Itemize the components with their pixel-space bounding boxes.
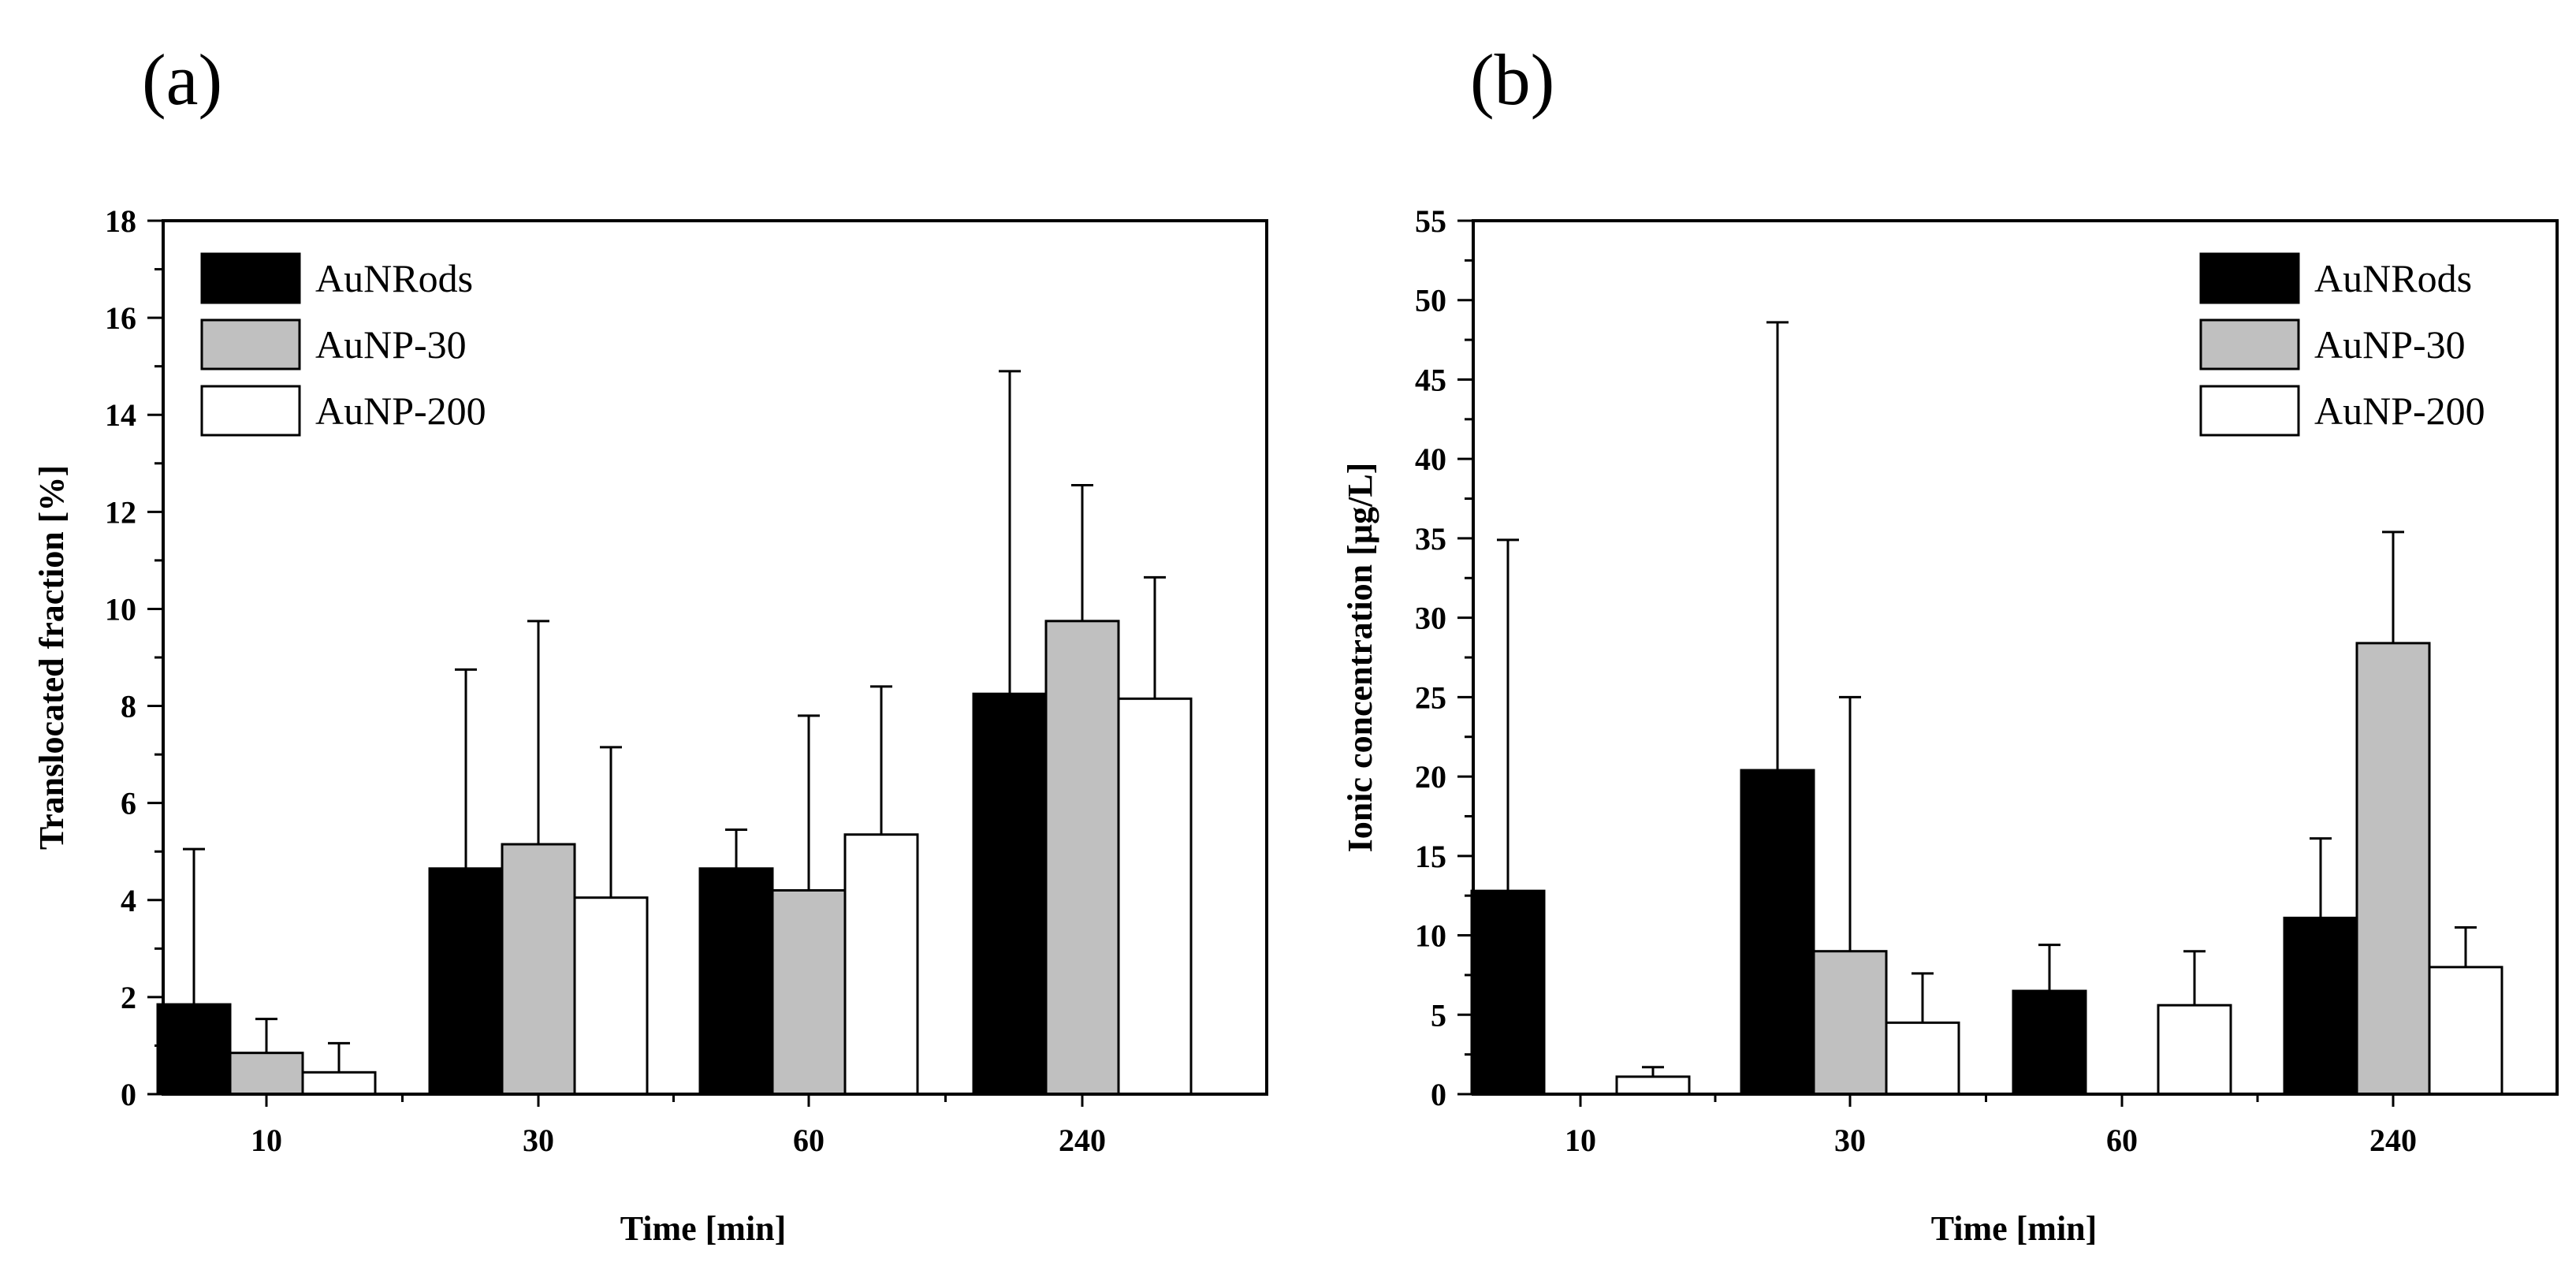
xtick-label-30-b: 30 [1834, 1123, 1866, 1158]
bar-aunrods-240-b [2283, 916, 2358, 1096]
bar-aunp30-60-a [771, 888, 847, 1096]
ytick-label-5-b: 5 [1431, 997, 1446, 1033]
chart-a: (a) 10 30 60 240 0 2 4 6 8 10 12 14 16 18 Translocate… [32, 39, 1268, 1248]
ytick-label-50-b: 50 [1415, 283, 1446, 318]
legend-swatch-aunp200-a [200, 385, 301, 437]
ytick-label-55-b: 55 [1415, 203, 1446, 239]
ylabel-a: Translocated fraction [%] [32, 465, 71, 850]
bar-aunrods-30-b [1740, 769, 1815, 1096]
bar-aunrods-30-a [428, 867, 504, 1096]
legend-swatch-aunp200-b [2199, 385, 2300, 437]
legend-label-aunrods-b: AuNRods [2314, 256, 2472, 300]
ticks-a: 10 30 60 240 0 2 4 6 8 10 12 14 16 18 [105, 203, 1106, 1158]
ytick-label-16-a: 16 [105, 300, 136, 336]
xtick-label-240-a: 240 [1059, 1123, 1106, 1158]
bar-aunp30-240-a [1044, 620, 1120, 1096]
ytick-label-35-b: 35 [1415, 521, 1446, 557]
bars-b [1470, 321, 2503, 1096]
bar-aunp200-60-b [2157, 1003, 2232, 1096]
ytick-label-0-a: 0 [121, 1077, 136, 1112]
legend-label-aunp200-b: AuNP-200 [2314, 389, 2485, 433]
ytick-label-14-a: 14 [105, 397, 136, 433]
xtick-label-60-a: 60 [793, 1123, 825, 1158]
xtick-label-10-b: 10 [1565, 1123, 1596, 1158]
xtick-label-10-a: 10 [251, 1123, 282, 1158]
bar-aunrods-60-b [2012, 989, 2087, 1096]
bar-aunp30-240-b [2355, 642, 2431, 1096]
ytick-label-6-a: 6 [121, 786, 136, 821]
xlabel-a: Time [min] [620, 1209, 787, 1248]
bar-aunp200-10-a [301, 1071, 377, 1096]
bar-aunp30-10-a [229, 1052, 304, 1096]
bar-aunrods-60-a [698, 867, 774, 1096]
bar-aunp200-30-a [573, 896, 649, 1096]
legend-label-aunp200-a: AuNP-200 [315, 389, 486, 433]
bars-a [156, 370, 1193, 1096]
ytick-label-2-a: 2 [121, 980, 136, 1015]
legend-a: AuNRods AuNP-30 AuNP-200 [200, 252, 486, 437]
legend-swatch-aunp30-b [2199, 318, 2300, 370]
bar-aunp200-240-a [1117, 697, 1193, 1096]
bar-aunp200-240-b [2428, 966, 2503, 1096]
ticks-b: 10 30 60 240 0 5 10 15 20 25 30 35 40 45 50 55 [1415, 203, 2417, 1158]
xtick-label-60-b: 60 [2106, 1123, 2138, 1158]
legend-b: AuNRods AuNP-30 AuNP-200 [2199, 252, 2485, 437]
bar-aunrods-10-a [156, 1003, 232, 1096]
ytick-label-15-b: 15 [1415, 839, 1446, 874]
ytick-label-18-a: 18 [105, 203, 136, 239]
panel-label-b: (b) [1470, 39, 1554, 120]
ytick-label-10-a: 10 [105, 591, 136, 627]
panel-label-a: (a) [142, 39, 222, 120]
legend-label-aunp30-a: AuNP-30 [315, 322, 467, 367]
xtick-label-30-a: 30 [523, 1123, 554, 1158]
ytick-label-30-b: 30 [1415, 601, 1446, 636]
bar-aunp200-30-b [1885, 1021, 1960, 1096]
bar-aunp200-10-b [1615, 1075, 1691, 1096]
bar-aunrods-240-a [972, 692, 1048, 1096]
legend-swatch-aunrods-a [200, 252, 301, 304]
ylabel-b: Ionic concentration [µg/L] [1341, 463, 1379, 853]
legend-swatch-aunp30-a [200, 318, 301, 370]
legend-label-aunrods-a: AuNRods [315, 256, 473, 300]
legend-label-aunp30-b: AuNP-30 [2314, 322, 2466, 367]
ytick-label-4-a: 4 [121, 883, 136, 918]
bar-aunp30-30-b [1812, 950, 1888, 1096]
xtick-label-240-b: 240 [2369, 1123, 2417, 1158]
bar-aunp30-30-a [501, 843, 576, 1096]
ytick-label-40-b: 40 [1415, 441, 1446, 477]
chart-b: (b) 10 30 60 240 0 5 10 15 20 25 30 35 40 45 50 55 Ioni… [1341, 39, 2559, 1248]
ytick-label-0-b: 0 [1431, 1077, 1446, 1112]
ytick-label-25-b: 25 [1415, 680, 1446, 715]
xlabel-b: Time [min] [1931, 1209, 2098, 1248]
bar-aunrods-10-b [1470, 889, 1546, 1096]
legend-swatch-aunrods-b [2199, 252, 2300, 304]
ytick-label-12-a: 12 [105, 494, 136, 530]
ytick-label-45-b: 45 [1415, 362, 1446, 397]
ytick-label-8-a: 8 [121, 689, 136, 724]
bar-aunp200-60-a [843, 833, 919, 1096]
ytick-label-20-b: 20 [1415, 759, 1446, 795]
ytick-label-10-b: 10 [1415, 918, 1446, 954]
